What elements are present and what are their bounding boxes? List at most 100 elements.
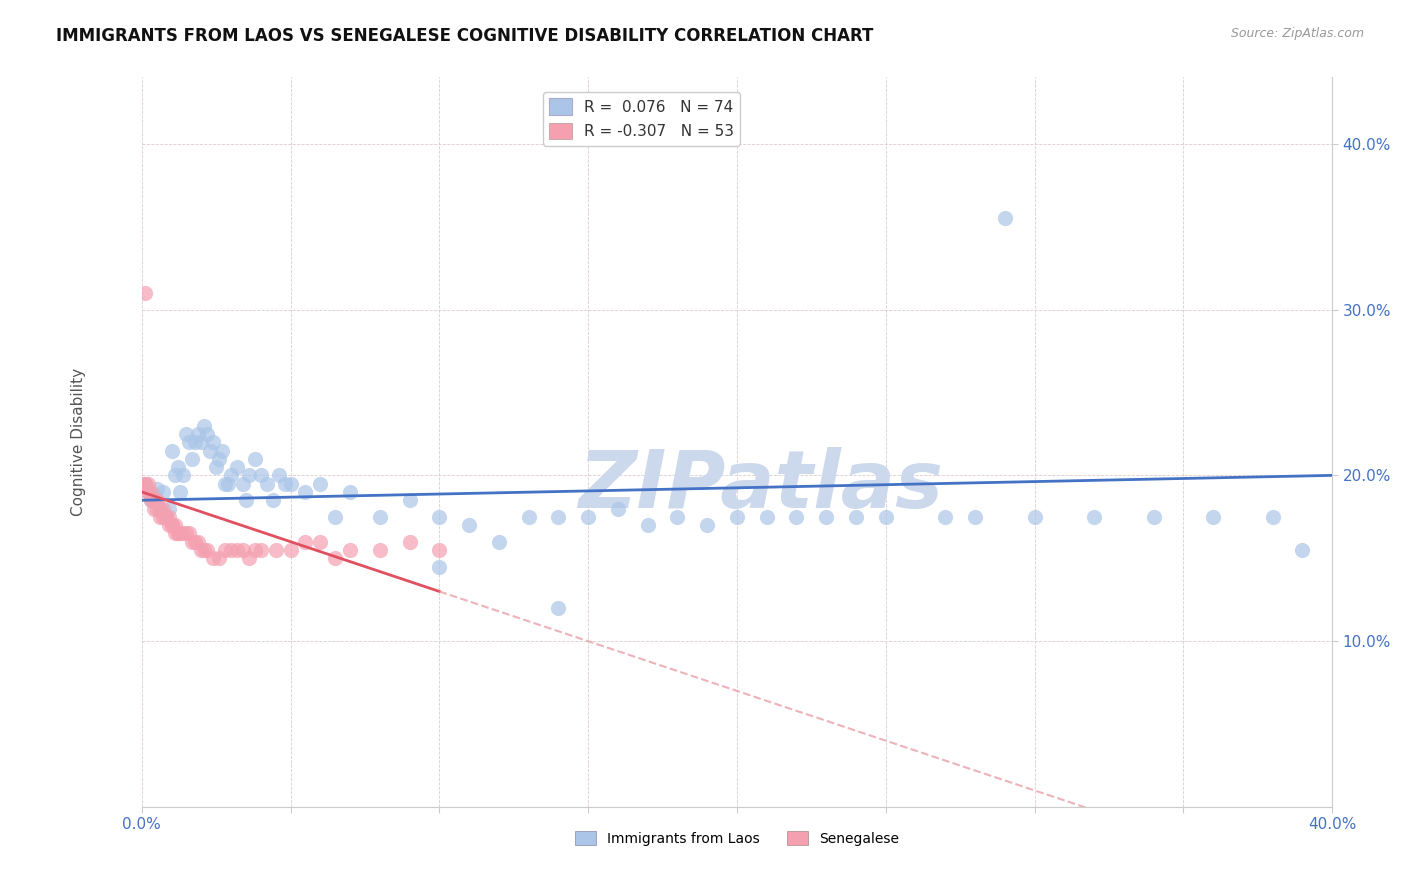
Point (815, 509, 838, 524)
Point (294, 485, 316, 500)
Point (208, 451, 231, 466)
Point (250, 468, 273, 483)
Point (145, 501, 167, 516)
Point (195, 543, 218, 558)
Point (149, 509, 172, 524)
Point (1083, 509, 1105, 524)
Point (190, 435, 212, 450)
Point (280, 476, 302, 491)
Point (139, 485, 162, 500)
Point (339, 485, 361, 500)
Point (152, 509, 174, 524)
Point (136, 485, 159, 500)
Point (934, 509, 956, 524)
Point (172, 526, 194, 541)
Point (280, 543, 302, 558)
Point (152, 485, 174, 500)
Point (963, 509, 986, 524)
Point (145, 482, 167, 496)
Text: Source: ZipAtlas.com: Source: ZipAtlas.com (1230, 27, 1364, 40)
Point (176, 426, 198, 441)
Point (547, 509, 569, 524)
Point (160, 518, 183, 533)
Point (458, 518, 481, 533)
Point (309, 534, 332, 549)
Point (517, 509, 540, 524)
Legend: R =  0.076   N = 74, R = -0.307   N = 53: R = 0.076 N = 74, R = -0.307 N = 53 (543, 93, 741, 145)
Point (200, 443, 222, 458)
Point (235, 493, 257, 508)
Point (725, 509, 748, 524)
Point (181, 451, 204, 466)
Point (163, 526, 186, 541)
Point (666, 509, 689, 524)
Point (238, 468, 260, 483)
Point (184, 435, 207, 450)
Point (226, 543, 249, 558)
Point (163, 518, 186, 533)
Point (323, 551, 346, 566)
Point (232, 476, 254, 491)
Point (267, 468, 290, 483)
Point (208, 551, 231, 566)
Point (179, 526, 201, 541)
Point (1261, 509, 1284, 524)
Point (427, 559, 450, 574)
Point (145, 493, 167, 508)
Point (155, 509, 177, 524)
Point (262, 493, 284, 508)
Point (427, 543, 450, 558)
Point (264, 543, 287, 558)
Point (155, 509, 177, 524)
Point (202, 551, 225, 566)
Point (157, 518, 180, 533)
Point (202, 435, 225, 450)
Point (232, 543, 254, 558)
Point (139, 493, 162, 508)
Point (155, 509, 177, 524)
Point (142, 501, 165, 516)
Point (134, 476, 156, 491)
Point (142, 488, 165, 502)
Point (142, 493, 165, 508)
Point (250, 543, 273, 558)
Point (219, 543, 242, 558)
Point (149, 501, 172, 516)
Point (187, 426, 209, 441)
Point (368, 543, 391, 558)
Y-axis label: Cognitive Disability: Cognitive Disability (72, 368, 86, 516)
Point (576, 509, 599, 524)
Point (134, 476, 156, 491)
Point (172, 468, 194, 483)
Point (166, 526, 188, 541)
Point (134, 476, 156, 491)
Point (190, 543, 212, 558)
Point (157, 501, 180, 516)
Point (169, 485, 191, 500)
Point (187, 534, 209, 549)
Point (243, 451, 266, 466)
Text: IMMIGRANTS FROM LAOS VS SENEGALESE COGNITIVE DISABILITY CORRELATION CHART: IMMIGRANTS FROM LAOS VS SENEGALESE COGNI… (56, 27, 873, 45)
Point (217, 476, 239, 491)
Point (152, 501, 174, 516)
Point (427, 509, 450, 524)
Point (875, 509, 897, 524)
Point (637, 518, 659, 533)
Point (1024, 509, 1046, 524)
Point (160, 443, 183, 458)
Point (214, 476, 236, 491)
Point (184, 534, 207, 549)
Point (166, 460, 188, 475)
Point (169, 526, 191, 541)
Point (136, 485, 159, 500)
Point (195, 426, 218, 441)
Point (226, 460, 249, 475)
Point (994, 211, 1017, 226)
Point (243, 543, 266, 558)
Point (179, 435, 201, 450)
Text: ZIPatlas: ZIPatlas (578, 447, 943, 525)
Point (205, 460, 228, 475)
Point (606, 501, 628, 516)
Point (219, 468, 242, 483)
Point (139, 493, 162, 508)
